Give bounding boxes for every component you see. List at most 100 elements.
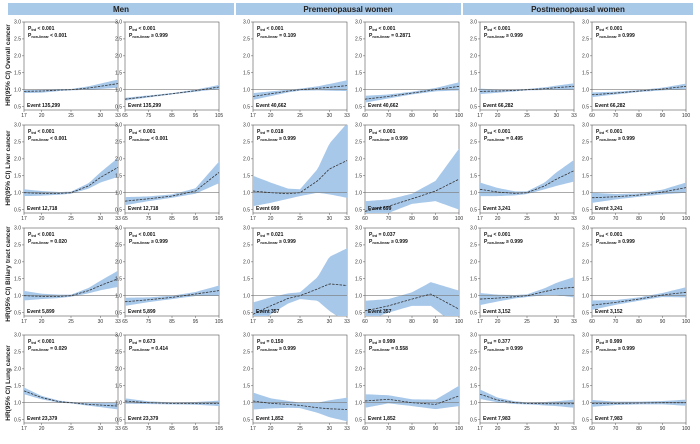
y-tick-label: 1.5 <box>582 276 589 282</box>
x-tick-label: 20 <box>495 216 501 222</box>
row-label-lung: HR(95% CI) Lung cancer <box>5 345 12 421</box>
event-count: Event 3,241 <box>483 206 511 212</box>
hr-curve <box>23 278 119 297</box>
x-tick-label: 60 <box>589 319 595 325</box>
y-tick-label: 2.5 <box>470 37 477 43</box>
panel-r1-c1: 0.5 1.0 1.5 2.0 2.5 3.0 65 75 85 95 105 Ptrd < 0.00… <box>115 123 223 222</box>
y-tick-label: 2.5 <box>14 350 21 356</box>
y-tick-label: 0.5 <box>470 417 477 423</box>
hr-curve <box>479 85 575 92</box>
x-tick-label: 33 <box>344 216 350 222</box>
y-tick-label: 2.5 <box>115 140 122 146</box>
x-tick-label: 17 <box>21 426 27 432</box>
p-trend-label: Ptrd < 0.001 <box>28 129 55 135</box>
x-tick-label: 70 <box>386 216 392 222</box>
p-nonlinear-label: Pnon-linear = 0.495 <box>484 136 523 142</box>
hr-curve <box>364 85 460 100</box>
header-post-bg <box>463 3 693 15</box>
panel-r3-c5: 0.5 1.0 1.5 2.0 2.5 3.0 60 70 80 90 100 Ptrd ≥ 0.99… <box>582 333 690 432</box>
panel-r0-c5: 0.5 1.0 1.5 2.0 2.5 3.0 60 70 80 90 100 Ptrd < 0.00… <box>582 20 690 119</box>
p-nonlinear-label: Pnon-linear = 0.029 <box>28 346 67 352</box>
y-tick-label: 2.0 <box>582 157 589 163</box>
hr-curve <box>23 390 119 407</box>
ci-band <box>365 148 459 213</box>
x-tick-label: 90 <box>433 216 439 222</box>
panel-frame <box>479 334 575 424</box>
panel-frame <box>479 21 575 111</box>
event-count: Event 699 <box>256 206 280 212</box>
y-tick-label: 2.5 <box>115 243 122 249</box>
y-tick-label: 1.0 <box>355 87 362 93</box>
hr-curve <box>591 187 687 199</box>
y-tick-label: 3.0 <box>243 333 250 339</box>
x-tick-label: 33 <box>115 113 121 119</box>
p-nonlinear-label: Pnon-linear ≥ 0.999 <box>369 239 408 245</box>
y-tick-label: 2.5 <box>14 37 21 43</box>
x-tick-label: 25 <box>297 426 303 432</box>
p-trend-label: Ptrd < 0.001 <box>596 129 623 135</box>
y-tick-label: 3.0 <box>243 123 250 129</box>
ci-band <box>24 157 118 197</box>
y-tick-label: 1.5 <box>355 173 362 179</box>
header-premenopausal: Premenopausal women <box>303 5 392 14</box>
x-tick-label: 65 <box>122 426 128 432</box>
y-tick-label: 2.5 <box>355 140 362 146</box>
p-nonlinear-label: Pnon-linear = 0.109 <box>257 33 296 39</box>
p-nonlinear-label: Pnon-linear ≥ 0.999 <box>257 346 296 352</box>
y-tick-label: 0.5 <box>14 207 21 213</box>
row-label-overall: HR(95% CI) Overall cancer <box>5 24 12 106</box>
row-label-biliary: HR(95% CI) Biliary tract cancer <box>5 226 12 322</box>
y-tick-label: 1.5 <box>470 276 477 282</box>
panel-frame <box>124 334 220 424</box>
y-tick-label: 2.5 <box>355 350 362 356</box>
panel-r1-c3: 0.5 1.0 1.5 2.0 2.5 3.0 60 70 80 90 100 Ptrd < 0.00… <box>355 123 463 222</box>
x-tick-label: 80 <box>409 113 415 119</box>
x-tick-label: 70 <box>386 319 392 325</box>
panel-r3-c0: 0.5 1.0 1.5 2.0 2.5 3.0 17 20 25 30 33 Ptrd < 0.001… <box>14 333 121 432</box>
y-tick-label: 2.5 <box>115 350 122 356</box>
y-tick-label: 0.5 <box>582 310 589 316</box>
y-tick-label: 2.0 <box>14 157 21 163</box>
y-tick-label: 1.0 <box>243 190 250 196</box>
x-tick-label: 105 <box>215 113 224 119</box>
hr-curve <box>124 172 220 202</box>
p-nonlinear-label: Pnon-linear = 0.558 <box>369 346 408 352</box>
event-count: Event 357 <box>368 309 392 315</box>
event-count: Event 66,282 <box>483 103 514 109</box>
ci-band <box>480 277 574 306</box>
x-tick-label: 75 <box>146 426 152 432</box>
x-tick-label: 17 <box>21 216 27 222</box>
x-tick-label: 85 <box>169 319 175 325</box>
y-tick-label: 2.5 <box>582 350 589 356</box>
panel-frame <box>23 227 119 317</box>
header-men-bg <box>8 3 234 15</box>
p-trend-label: Ptrd < 0.001 <box>596 232 623 238</box>
p-trend-label: Ptrd < 0.001 <box>369 26 396 32</box>
y-tick-label: 3.0 <box>355 333 362 339</box>
y-tick-label: 1.0 <box>582 190 589 196</box>
y-tick-label: 0.5 <box>582 207 589 213</box>
x-tick-label: 95 <box>193 426 199 432</box>
header-postmenopausal: Postmenopausal women <box>531 5 625 14</box>
y-tick-label: 2.5 <box>582 243 589 249</box>
p-trend-label: Ptrd < 0.001 <box>484 129 511 135</box>
y-tick-label: 2.5 <box>470 243 477 249</box>
x-tick-label: 105 <box>215 426 224 432</box>
y-tick-label: 3.0 <box>470 226 477 232</box>
y-tick-label: 2.0 <box>355 367 362 373</box>
y-tick-label: 1.0 <box>115 87 122 93</box>
x-tick-label: 30 <box>554 426 560 432</box>
y-tick-label: 1.5 <box>115 276 122 282</box>
x-tick-label: 80 <box>409 319 415 325</box>
y-tick-label: 2.0 <box>355 260 362 266</box>
ci-band <box>592 287 686 310</box>
p-trend-label: Ptrd < 0.001 <box>129 26 156 32</box>
x-tick-label: 25 <box>68 319 74 325</box>
x-tick-label: 17 <box>21 319 27 325</box>
x-tick-label: 70 <box>613 319 619 325</box>
x-tick-label: 105 <box>215 319 224 325</box>
y-tick-label: 1.5 <box>115 173 122 179</box>
ci-band <box>592 399 686 407</box>
p-trend-label: Ptrd ≥ 0.999 <box>596 339 622 345</box>
y-tick-label: 0.5 <box>115 104 122 110</box>
